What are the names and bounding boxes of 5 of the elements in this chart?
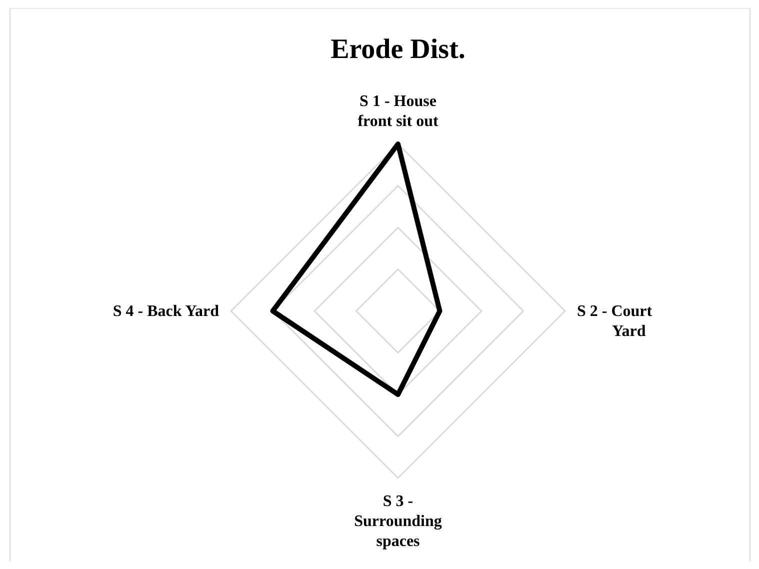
chart-title: Erode Dist. — [330, 34, 466, 65]
spoke-label: S 1 - House front sit out — [358, 93, 439, 130]
spoke-label: S 3 - Surrounding spaces — [354, 493, 442, 550]
spoke-label: S 4 - Back Yard — [112, 303, 220, 320]
spoke-label: S 2 - Court Yard — [577, 303, 653, 340]
